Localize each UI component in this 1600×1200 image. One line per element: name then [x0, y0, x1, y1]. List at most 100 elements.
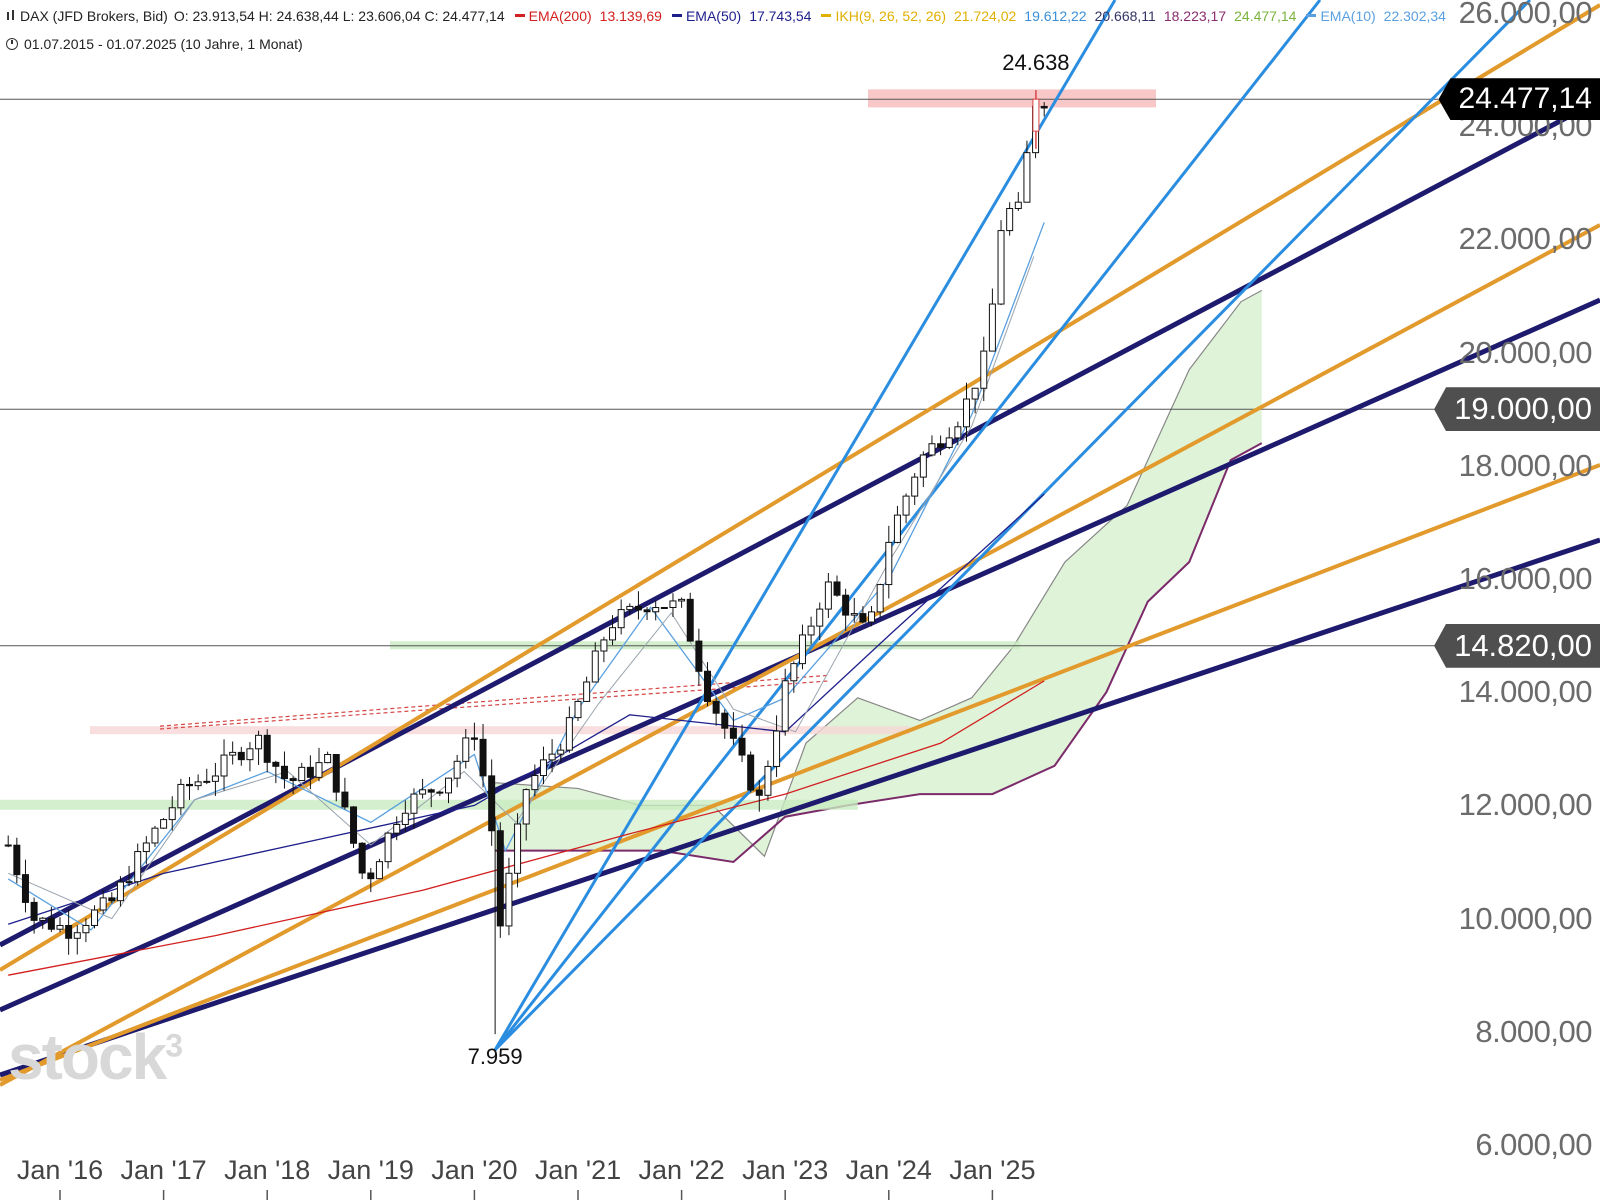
candle-body [1006, 208, 1014, 232]
candle-body [591, 650, 599, 683]
legend-indicator-value: 19.612,22 [1024, 8, 1087, 24]
candle-body [358, 842, 366, 874]
candle-body [30, 901, 38, 921]
candle-body [902, 495, 910, 516]
y-tick-label: 22.000,00 [1458, 221, 1593, 257]
candle-body [462, 737, 470, 762]
candle-body [859, 613, 867, 623]
candle-body [375, 861, 383, 880]
candle-body [565, 717, 573, 751]
low-annotation: 7.959 [467, 1044, 523, 1070]
candle-body [919, 454, 927, 478]
legend-indicator-label[interactable]: EMA(10) [1320, 8, 1376, 24]
symbol-label[interactable]: DAX (JFD Brokers, Bid) [20, 8, 168, 24]
y-tick-label: 18.000,00 [1458, 447, 1593, 483]
candle-body [401, 812, 409, 825]
candle-body [997, 230, 1005, 305]
candle-body [194, 781, 202, 787]
candle-body [73, 932, 81, 939]
date-range[interactable]: 01.07.2015 - 01.07.2025 (10 Jahre, 1 Mon… [6, 36, 303, 52]
trendline-navy [0, 537, 1600, 1078]
x-tick-label: Jan '21 [534, 1155, 622, 1185]
candle-body [237, 751, 245, 761]
candle-body [410, 793, 418, 814]
candle-body [971, 387, 979, 400]
candle-body [755, 789, 763, 796]
candle-body [712, 701, 720, 714]
y-tick-label: 26.000,00 [1458, 0, 1593, 30]
candle-body [522, 789, 530, 825]
candle-body [419, 789, 427, 795]
candle-body [600, 639, 608, 652]
legend-indicator-value: 13.139,69 [599, 8, 662, 24]
legend-swatch [821, 13, 832, 17]
candle-body [617, 609, 625, 629]
candle-body [142, 842, 150, 853]
candle-body [850, 613, 858, 616]
candle-body [186, 783, 193, 787]
candle-body [341, 791, 349, 808]
candle-body [833, 581, 841, 596]
ema-line [8, 680, 1045, 976]
candle-body [116, 881, 124, 902]
candle-body [1014, 201, 1022, 210]
candle-body [65, 924, 73, 939]
candle-body [298, 766, 306, 782]
candle-body [332, 754, 340, 793]
candle-body [988, 303, 996, 352]
candle-body [39, 917, 47, 921]
candle-body [824, 581, 832, 610]
legend-indicator-label[interactable]: EMA(200) [528, 8, 592, 24]
candle-body [246, 748, 254, 761]
candle-body [220, 754, 228, 777]
legend-indicator-value: 21.724,02 [954, 8, 1017, 24]
candle-body [634, 605, 642, 611]
candle-body [937, 443, 945, 448]
candle-body [211, 775, 219, 782]
candle-body [928, 443, 936, 456]
candle-body [531, 775, 539, 791]
candle-body [160, 819, 168, 829]
candle-body [945, 437, 953, 448]
legend-swatch [514, 13, 525, 17]
legend-swatch [671, 13, 682, 17]
candle-body [367, 872, 375, 880]
resistance-zone-peak [868, 89, 1156, 108]
candle-body [324, 754, 332, 764]
candle-body [574, 700, 582, 719]
candle-body [91, 909, 99, 926]
candle-body [306, 766, 314, 778]
date-range-label: 01.07.2015 - 01.07.2025 (10 Jahre, 1 Mon… [24, 36, 303, 52]
legend-indicator-label[interactable]: IKH(9, 26, 52, 26) [835, 8, 946, 24]
candle-body [427, 789, 435, 793]
candle-body [496, 830, 504, 927]
candle-body [695, 640, 703, 672]
candle-body [488, 775, 496, 832]
chart-type-icon[interactable] [6, 10, 16, 22]
candle-body [729, 727, 737, 739]
y-tick-label: 16.000,00 [1458, 561, 1593, 596]
candle-body [134, 851, 142, 883]
x-tick-label: Jan '20 [431, 1155, 518, 1185]
level-19000-marker: 19.000,00 [1434, 387, 1600, 432]
y-tick-label: 20.000,00 [1458, 334, 1593, 370]
x-tick-label: Jan '24 [845, 1155, 932, 1185]
candle-body [704, 670, 711, 703]
ema-line [7, 222, 1045, 931]
watermark-logo: stock3 [8, 1021, 183, 1093]
candle-body [445, 777, 452, 794]
legend-indicator-label[interactable]: EMA(50) [685, 8, 742, 24]
x-tick-label: Jan '23 [742, 1155, 829, 1185]
candle-body [773, 730, 781, 767]
candle-body [583, 681, 591, 702]
x-tick-label: Jan '19 [327, 1155, 414, 1185]
legend-indicator-value: 20.668,11 [1094, 8, 1156, 24]
candle-body [876, 584, 884, 613]
fan-line-blue [493, 0, 1322, 1051]
level-14820-marker: 14.820,00 [1434, 623, 1600, 668]
candle-body [747, 754, 755, 791]
x-tick-label: Jan '18 [224, 1155, 311, 1185]
candle-body [660, 607, 668, 610]
candle-body [1040, 105, 1048, 109]
